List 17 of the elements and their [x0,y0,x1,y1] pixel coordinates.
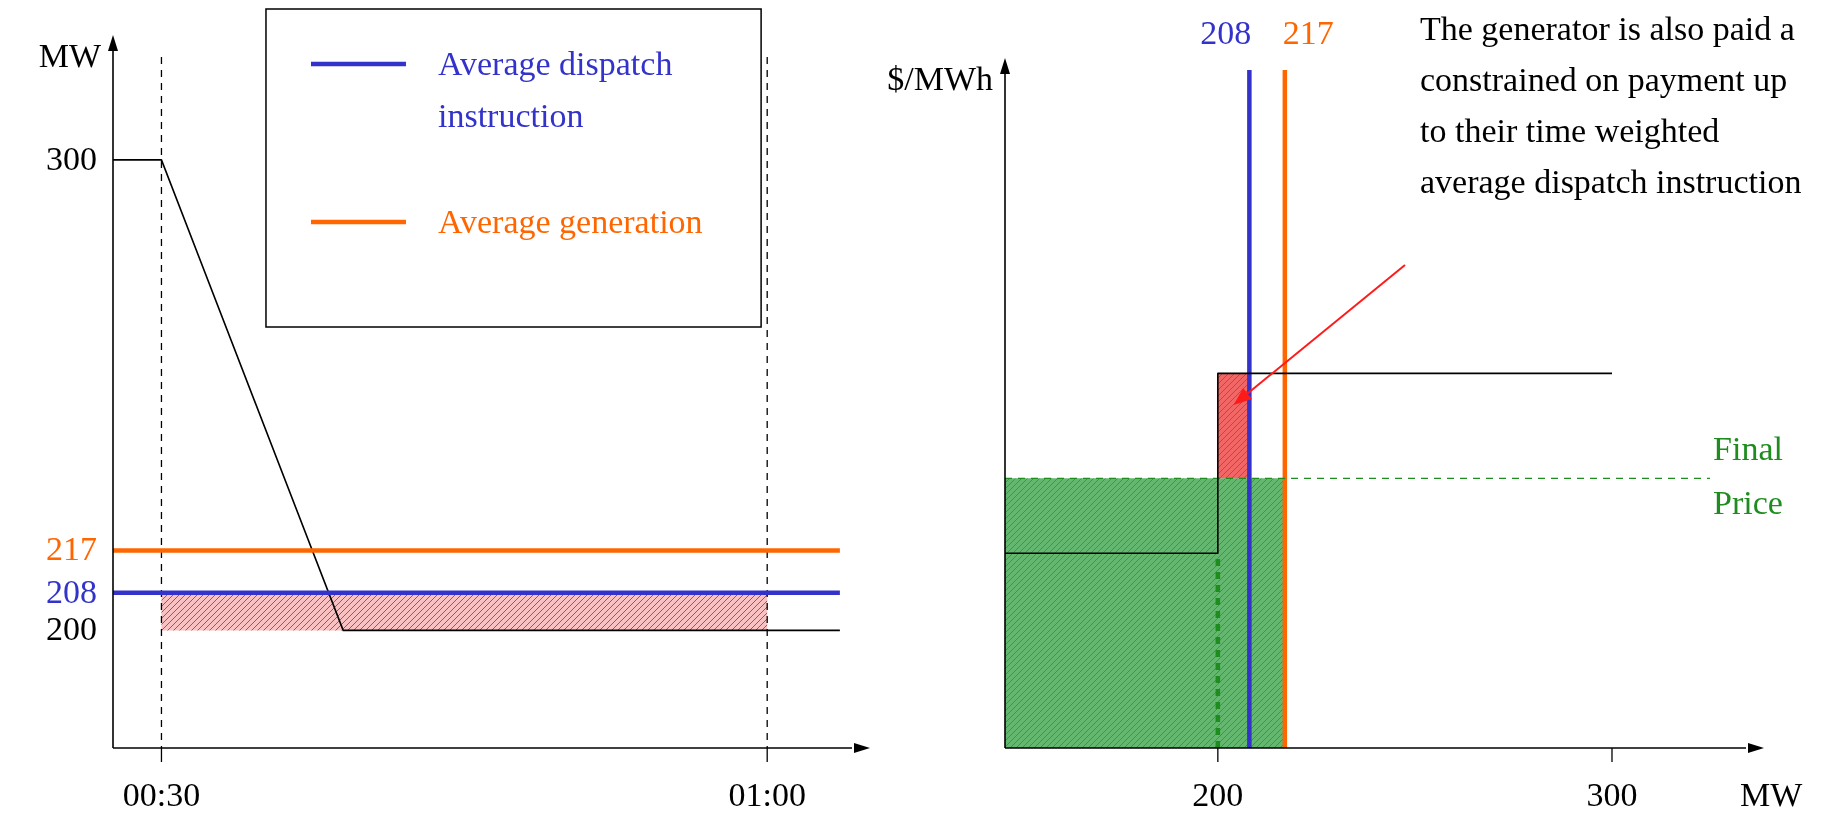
y-tick-label: 200 [46,610,97,648]
x-tick-label: 00:30 [122,776,201,813]
x-tick-label: 300 [1586,776,1638,813]
y-axis-title: MW [38,37,102,74]
x-axis-title: MW [1740,776,1804,813]
y-tick-label: 300 [46,139,97,177]
legend-label: Average generation [437,203,703,240]
x-tick-label: 01:00 [728,776,806,813]
legend-label: Average dispatch instruction [437,45,673,134]
ref-line-label: Final Price [1713,430,1783,522]
ref-line-label: 208 [1200,14,1252,51]
ref-line-label: 217 [1282,14,1334,51]
y-tick-label: 208 [46,572,97,610]
text: The generator is also paid a constrained on payment up to their time weighted average dispatch instruction [1420,10,1802,200]
y-tick-label: 217 [46,530,97,568]
y-axis-title: $/MWh [887,60,993,97]
x-tick-label: 200 [1192,776,1244,813]
